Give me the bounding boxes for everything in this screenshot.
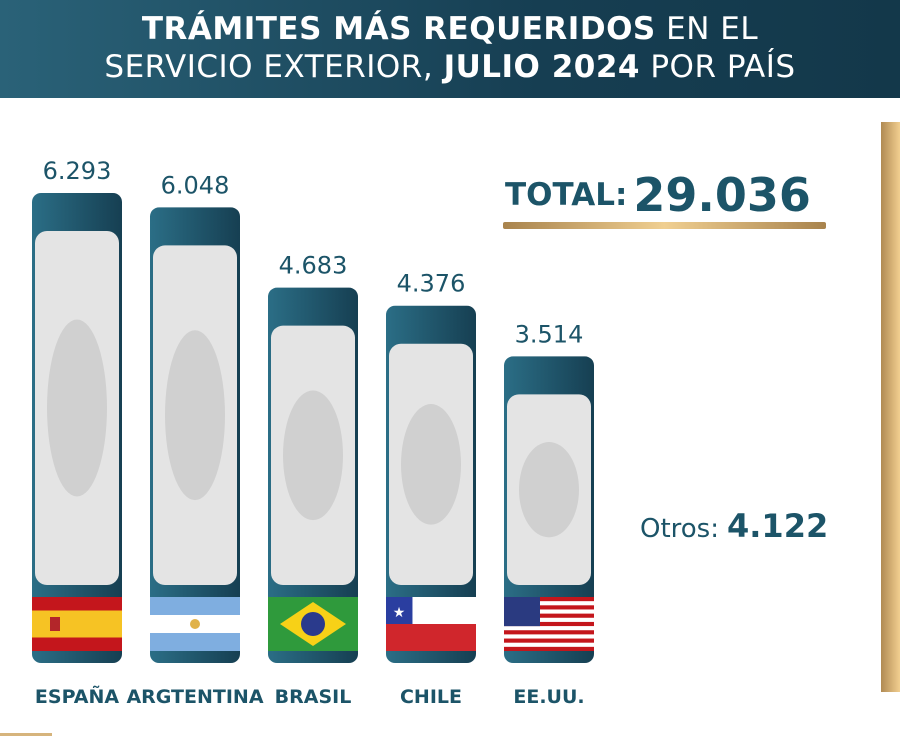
value-label: 4.683 xyxy=(279,252,348,280)
otros-summary: Otros: 4.122 xyxy=(640,507,828,545)
chile-flag-icon: ★ xyxy=(386,597,476,651)
category-label: CHILE xyxy=(400,686,462,708)
decorative-gold-bar xyxy=(881,122,900,692)
total-underline xyxy=(503,222,826,229)
total-summary: TOTAL: 29.036 xyxy=(505,168,811,222)
otros-value: 4.122 xyxy=(727,507,829,545)
world-map-icon xyxy=(165,330,225,501)
value-label: 3.514 xyxy=(515,320,584,348)
total-label: TOTAL: xyxy=(505,177,628,213)
category-label: EE.UU. xyxy=(513,686,584,708)
argentina-flag-icon xyxy=(150,597,240,651)
decorative-gold-corner xyxy=(0,733,52,736)
bar-4: ★ 4.376 CHILE xyxy=(386,270,476,708)
title-thin-1: EN EL xyxy=(666,11,759,47)
usa-flag-icon xyxy=(504,597,594,651)
bar-1: 6.293 ESPAÑA xyxy=(32,157,122,708)
world-map-icon xyxy=(47,319,107,497)
world-map-icon xyxy=(519,442,579,538)
bar-2: 6.048 ARGTENTINA xyxy=(126,171,263,708)
category-label: BRASIL xyxy=(275,686,352,708)
title-banner: TRÁMITES MÁS REQUERIDOS EN EL SERVICIO E… xyxy=(0,0,900,98)
brazil-flag-icon xyxy=(268,597,358,651)
world-map-icon xyxy=(401,404,461,525)
value-label: 4.376 xyxy=(397,270,466,298)
bar-3: 4.683 BRASIL xyxy=(268,252,358,708)
otros-label: Otros: xyxy=(640,514,719,544)
world-map-icon xyxy=(283,390,343,521)
title-bold-2: JULIO 2024 xyxy=(443,49,640,85)
total-value: 29.036 xyxy=(633,168,811,222)
value-label: 6.293 xyxy=(43,157,112,185)
title-thin-3: POR PAÍS xyxy=(650,49,796,85)
spain-flag-icon xyxy=(32,597,122,651)
svg-text:★: ★ xyxy=(393,605,406,621)
category-label: ARGTENTINA xyxy=(126,686,263,708)
bar-5: 3.514 EE.UU. xyxy=(504,320,594,708)
title-bold-1: TRÁMITES MÁS REQUERIDOS xyxy=(141,11,656,47)
category-label: ESPAÑA xyxy=(35,684,119,708)
value-label: 6.048 xyxy=(161,171,230,199)
title-thin-2: SERVICIO EXTERIOR, xyxy=(104,49,434,85)
